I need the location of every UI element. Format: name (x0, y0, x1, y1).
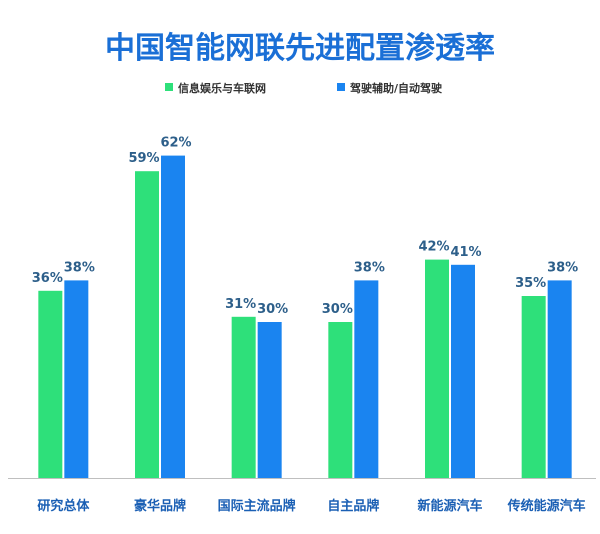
value-labels: 36%38%59%62%31% 30% 30%38%42% 41%35%38% (32, 136, 578, 317)
data-label: 35% (515, 276, 546, 291)
bar (328, 322, 353, 478)
data-label: 31% (225, 297, 256, 312)
bar (451, 264, 475, 478)
data-label: 62% (160, 136, 191, 151)
data-label: 36% (32, 271, 63, 286)
bar (231, 316, 256, 478)
category-label: 豪华品牌 (134, 498, 186, 514)
data-label: 59% (128, 151, 159, 166)
bars (38, 155, 572, 478)
data-label: 41% (450, 245, 481, 260)
legend: 信息娱乐与车联网 驾驶辅助/自动驾驶 (165, 81, 443, 95)
category-label: 研究总体 (37, 498, 90, 514)
category-labels: 研究总体 豪华品牌 国际主流品牌 自主品牌 新能源汽车 传统能源汽车 (37, 498, 585, 514)
data-label: 30% (257, 302, 288, 317)
data-label: 38% (547, 260, 578, 275)
legend-swatch (165, 83, 173, 91)
category-label: 传统能源汽车 (507, 498, 586, 514)
bar (38, 290, 63, 478)
legend-label: 驾驶辅助/自动驾驶 (349, 81, 443, 95)
bar (547, 280, 572, 478)
data-label: 38% (354, 260, 385, 275)
bar (354, 280, 379, 478)
legend-swatch (337, 83, 345, 91)
bar (135, 171, 159, 478)
category-label: 国际主流品牌 (218, 498, 296, 514)
category-label: 新能源汽车 (417, 498, 482, 514)
chart-title: 中国智能网联先进配置渗透率 (105, 31, 495, 66)
data-label: 38% (64, 260, 95, 275)
data-label: 42% (418, 240, 449, 255)
data-label: 30% (322, 302, 353, 317)
legend-label: 信息娱乐与车联网 (178, 81, 266, 95)
bar (161, 155, 185, 478)
bar (64, 280, 89, 478)
bar (425, 259, 449, 478)
bar (257, 322, 282, 478)
category-label: 自主品牌 (327, 498, 379, 514)
bar (521, 296, 546, 478)
